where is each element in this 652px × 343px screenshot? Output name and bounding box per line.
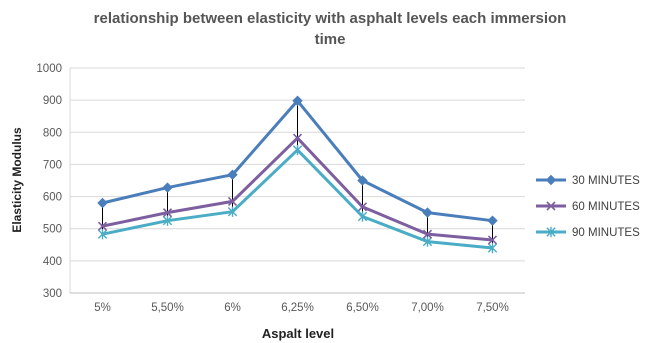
y-tick-label: 1000 (36, 63, 62, 75)
diamond-marker (357, 175, 368, 186)
x-tick-label: 6,25% (281, 302, 314, 314)
asterisk-marker (357, 211, 368, 222)
x-marker (487, 235, 498, 245)
asterisk-marker (422, 236, 433, 247)
x-axis: 5% 5,50% 6% 6,25% 6,50% 7,00% 7,50% (70, 292, 525, 314)
diamond-marker (545, 174, 557, 186)
data-point (357, 175, 368, 186)
chart-title-line-1: relationship between elasticity with asp… (94, 10, 567, 27)
data-point (422, 236, 433, 247)
data-point (487, 235, 498, 245)
x-marker (422, 229, 433, 239)
x-marker (546, 201, 556, 211)
x-axis-title: Aspalt level (262, 326, 334, 341)
series-90-minutes (97, 144, 498, 254)
data-point (487, 215, 498, 226)
series-60-minutes (97, 133, 498, 245)
data-point (292, 133, 303, 143)
series-30-minutes (97, 95, 498, 226)
diamond-marker (422, 207, 433, 218)
y-tick-label: 900 (43, 95, 62, 107)
x-marker (97, 221, 108, 231)
data-point (227, 206, 238, 217)
legend-label: 90 MINUTES (572, 227, 640, 239)
x-tick-label: 6,50% (346, 302, 379, 314)
y-tick-label: 600 (43, 192, 62, 204)
legend-item: 90 MINUTES (536, 226, 640, 239)
y-tick-label: 300 (43, 288, 62, 300)
asterisk-marker (97, 228, 108, 240)
x-tick-label: 6% (224, 302, 241, 314)
data-point (487, 242, 498, 254)
legend-item: 30 MINUTES (536, 174, 640, 187)
diamond-marker (97, 197, 108, 209)
legend-label: 30 MINUTES (572, 175, 640, 187)
diamond-marker (227, 169, 238, 180)
legend-label: 60 MINUTES (572, 201, 640, 213)
y-tick-label: 700 (43, 159, 62, 171)
data-point (162, 208, 173, 218)
y-tick-label: 400 (43, 256, 62, 268)
x-marker (227, 196, 238, 206)
data-point (546, 201, 556, 211)
x-tick-label: 5,50% (151, 302, 184, 314)
data-point (162, 182, 173, 193)
chart-title-line-2: time (315, 31, 346, 48)
data-point (292, 95, 303, 106)
asterisk-marker (227, 206, 238, 217)
diamond-marker (292, 95, 303, 106)
data-point (227, 196, 238, 206)
data-point (97, 221, 108, 231)
legend-item: 60 MINUTES (536, 201, 640, 213)
data-point (545, 174, 557, 186)
x-marker (357, 202, 368, 212)
legend: 30 MINUTES 60 MINUTES 90 MINUTES (536, 174, 640, 239)
x-marker (292, 133, 303, 143)
y-axis-title: Elasticity Modulus (10, 127, 24, 233)
asterisk-marker (487, 242, 498, 254)
data-point (357, 202, 368, 212)
data-point (97, 228, 108, 240)
data-point (227, 169, 238, 180)
x-tick-label: 7,50% (476, 302, 509, 314)
x-tick-label: 7,00% (411, 302, 444, 314)
y-axis: 300 400 500 600 700 800 900 1000 (36, 63, 71, 300)
data-point (357, 211, 368, 222)
data-point (546, 226, 556, 238)
data-point (162, 215, 173, 226)
asterisk-marker (292, 144, 303, 156)
data-point (292, 144, 303, 156)
x-tick-label: 5% (94, 302, 111, 314)
x-marker (162, 208, 173, 218)
data-point (422, 229, 433, 239)
asterisk-marker (546, 226, 556, 238)
diamond-marker (487, 215, 498, 226)
diamond-marker (162, 182, 173, 193)
series-lines (97, 95, 498, 254)
data-point (97, 197, 108, 209)
drop-lines (102, 100, 493, 248)
y-tick-label: 800 (43, 127, 62, 139)
y-tick-label: 500 (43, 224, 62, 236)
asterisk-marker (162, 215, 173, 226)
data-point (422, 207, 433, 218)
